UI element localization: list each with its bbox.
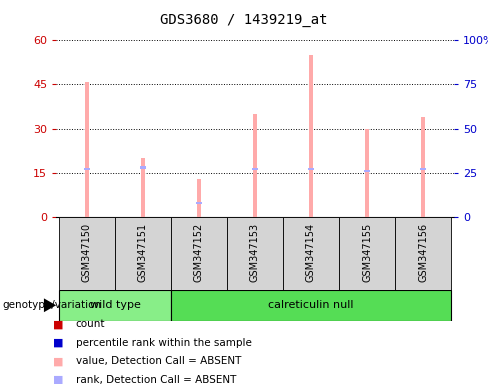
Bar [197,179,201,217]
Text: wild type: wild type [89,300,141,310]
Bar [365,129,369,217]
Text: genotype/variation: genotype/variation [2,300,102,310]
Bar [196,202,202,204]
Text: ■: ■ [53,375,64,384]
Bar [283,217,339,290]
Text: percentile rank within the sample: percentile rank within the sample [76,338,251,348]
Bar [115,217,171,290]
Text: GSM347151: GSM347151 [138,222,148,281]
Text: rank, Detection Call = ABSENT: rank, Detection Call = ABSENT [76,375,236,384]
Bar [171,217,227,290]
Bar [252,168,258,170]
Bar [420,168,426,170]
Bar [140,166,146,169]
Text: ■: ■ [53,338,64,348]
Text: ■: ■ [53,356,64,366]
Bar [339,217,395,290]
Text: value, Detection Call = ABSENT: value, Detection Call = ABSENT [76,356,241,366]
Text: GSM347150: GSM347150 [82,222,92,281]
Bar [421,117,425,217]
Bar [171,290,451,321]
Bar [84,168,90,170]
Bar [85,81,89,217]
Bar [364,170,370,172]
Bar [309,55,313,217]
Text: GSM347154: GSM347154 [306,222,316,281]
Text: GSM347156: GSM347156 [418,222,428,281]
Text: GSM347152: GSM347152 [194,222,204,281]
Text: GSM347153: GSM347153 [250,222,260,281]
Bar [59,217,115,290]
Polygon shape [44,298,56,312]
Bar [141,158,145,217]
Text: GDS3680 / 1439219_at: GDS3680 / 1439219_at [160,13,328,27]
Bar [253,114,257,217]
Bar [227,217,283,290]
Bar [308,168,314,170]
Text: GSM347155: GSM347155 [362,222,372,281]
Text: ■: ■ [53,319,64,329]
Text: calreticulin null: calreticulin null [268,300,354,310]
Bar [395,217,451,290]
Text: count: count [76,319,105,329]
Bar [59,290,171,321]
